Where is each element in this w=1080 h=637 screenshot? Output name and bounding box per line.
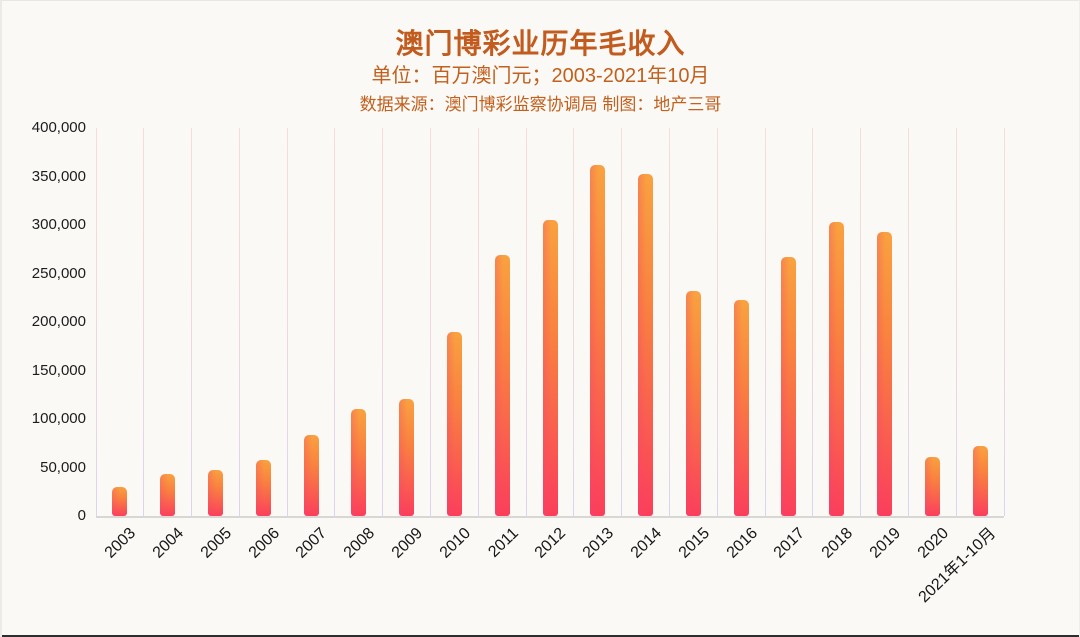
gridline: [525, 128, 527, 516]
y-tick-label: 200,000: [31, 313, 86, 330]
window-bottom-edge: [2, 635, 1079, 637]
x-tick-label: 2004: [149, 524, 188, 562]
chart-source-credit: 数据来源：澳门博彩监察协调局 制图：地产三哥: [359, 95, 722, 114]
bar-2009: [399, 399, 415, 516]
chart-subtitle: 单位：百万澳门元；2003-2021年10月: [371, 65, 710, 87]
x-tick-label: 2020: [914, 524, 952, 562]
bar-2020: [924, 457, 940, 516]
x-tick-label: 2014: [627, 524, 666, 562]
gridline: [860, 128, 862, 516]
x-tick-label: 2019: [866, 524, 905, 562]
gridline: [334, 128, 336, 516]
x-tick-label: 2005: [197, 524, 235, 562]
x-tick-label: 2003: [101, 524, 140, 562]
x-tick-label: 2016: [723, 524, 761, 562]
bar-2014: [638, 173, 654, 516]
y-tick-label: 100,000: [31, 410, 86, 427]
bar-2018: [829, 222, 845, 516]
y-tick-label: 350,000: [31, 167, 86, 185]
plot-area: [95, 128, 1005, 518]
bar-2019: [877, 232, 893, 516]
x-tick-label: 2008: [340, 524, 379, 562]
gridline: [286, 128, 288, 516]
x-tick-label: 2009: [388, 524, 427, 562]
gridline: [573, 128, 575, 516]
gridline: [668, 128, 670, 516]
bar-2011: [494, 255, 510, 516]
gridline: [191, 128, 193, 516]
y-tick-label: 250,000: [31, 264, 86, 282]
gridline: [238, 128, 240, 516]
bar-2015: [685, 291, 701, 516]
x-tick-label: 2011: [485, 524, 522, 561]
x-axis-line: [96, 516, 1004, 518]
x-tick-label: 2017: [771, 524, 809, 562]
gridline: [812, 128, 814, 516]
bar-2005: [207, 470, 223, 516]
gridline: [764, 128, 766, 516]
chart-title: 澳门博彩业历年毛收入: [395, 28, 686, 59]
bar-2012: [542, 219, 558, 516]
bar-2016: [733, 299, 749, 516]
bar-2010: [446, 332, 462, 516]
gridline: [143, 128, 145, 516]
gridline: [430, 128, 432, 516]
y-tick-label: 400,000: [31, 119, 86, 136]
gridline: [907, 128, 909, 516]
gridline: [477, 128, 479, 516]
x-tick-label: 2018: [818, 524, 857, 562]
bar-2007: [303, 434, 319, 516]
gridline: [716, 128, 718, 516]
bar-2003: [112, 486, 128, 516]
gridline: [382, 128, 384, 516]
y-tick-label: 0: [77, 507, 86, 524]
gridline: [955, 128, 957, 516]
gridline: [95, 128, 97, 516]
bar-2006: [255, 460, 271, 516]
y-tick-label: 300,000: [31, 216, 86, 233]
chart-header: 澳门博彩业历年毛收入 单位：百万澳门元；2003-2021年10月 数据来源：澳…: [2, 1, 1079, 116]
gridline: [1003, 128, 1005, 516]
x-tick-label: 2010: [436, 524, 474, 562]
y-tick-label: 150,000: [31, 361, 86, 379]
x-tick-label: 2015: [675, 524, 713, 562]
y-tick-label: 50,000: [40, 458, 86, 476]
x-tick-label: 2013: [579, 524, 618, 562]
bar-2013: [590, 165, 606, 516]
bar-2017: [781, 257, 797, 516]
x-tick-label: 2007: [293, 524, 331, 562]
x-tick-label: 2006: [245, 524, 283, 562]
gridline: [621, 128, 623, 516]
bar-2004: [160, 473, 176, 516]
bar-2021年1-10月: [972, 446, 988, 516]
x-tick-label: 2012: [532, 524, 570, 562]
bar-2008: [351, 409, 367, 516]
